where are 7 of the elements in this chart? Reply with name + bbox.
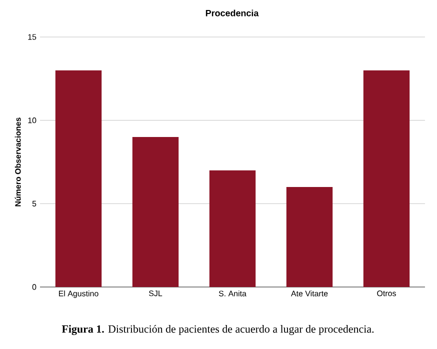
bar <box>363 70 410 287</box>
bar <box>55 70 102 287</box>
bar <box>209 170 256 287</box>
chart-title: Procedencia <box>206 10 259 16</box>
bar <box>286 187 333 287</box>
bar <box>132 137 179 287</box>
text: Figura 1. Distribución de pacientes de acuerdo a lugar de procedencia. <box>62 324 374 336</box>
